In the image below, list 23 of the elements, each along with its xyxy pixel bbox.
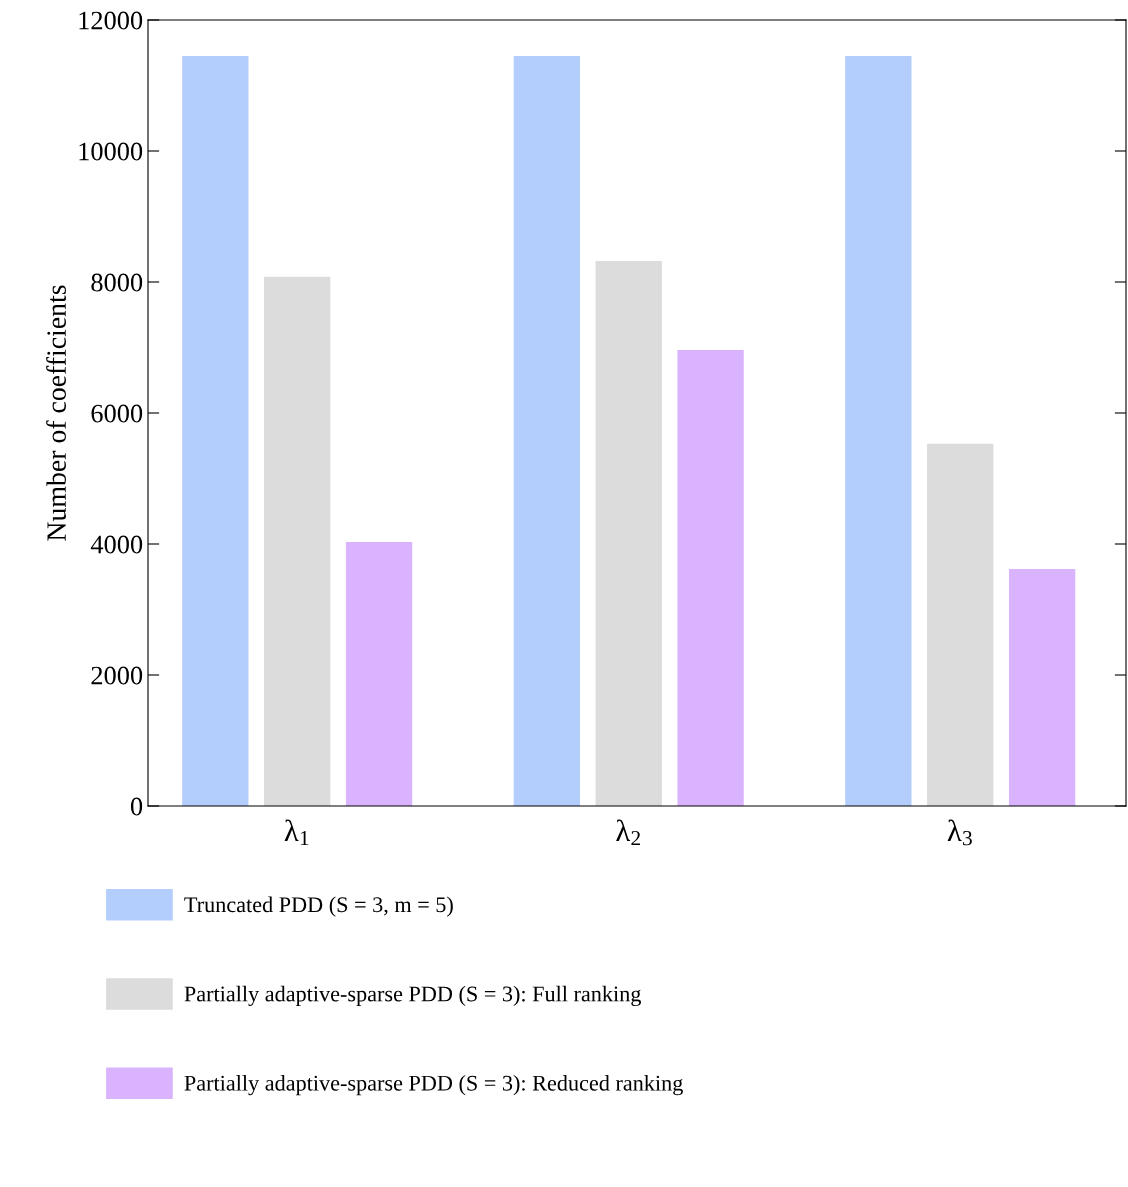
bar — [264, 276, 331, 806]
legend-label: Partially adaptive-sparse PDD (S = 3): Full ranking — [184, 985, 641, 1007]
y-tick-label: 4000 — [90, 535, 143, 554]
bar — [345, 542, 413, 806]
y-tick-label: 6000 — [91, 404, 143, 423]
y-tick-label: 2000 — [91, 666, 143, 685]
bar — [927, 443, 994, 806]
legend-label: Truncated PDD (S = 3, m = 5) — [184, 896, 453, 917]
bar — [513, 56, 580, 806]
bar — [845, 56, 912, 806]
y-tick-label: 0 — [130, 797, 143, 816]
x-tick-label: λ$_{3}$ — [947, 819, 972, 846]
x-tick-label: λ$_{2}$ — [616, 819, 640, 846]
bar — [595, 261, 662, 806]
bar — [182, 56, 249, 806]
y-tick-label: 8000 — [91, 273, 143, 292]
bar — [677, 350, 744, 806]
y-tick-label: 12000 — [79, 11, 143, 30]
y-tick-label: 10000 — [79, 142, 143, 161]
y-axis-title: Number of coefficients — [46, 285, 66, 541]
legend-label: Partially adaptive-sparse PDD (S = 3): Reduced ranking — [184, 1075, 683, 1096]
x-tick-label: λ$_{1}$ — [284, 819, 309, 846]
bar — [1008, 568, 1076, 806]
